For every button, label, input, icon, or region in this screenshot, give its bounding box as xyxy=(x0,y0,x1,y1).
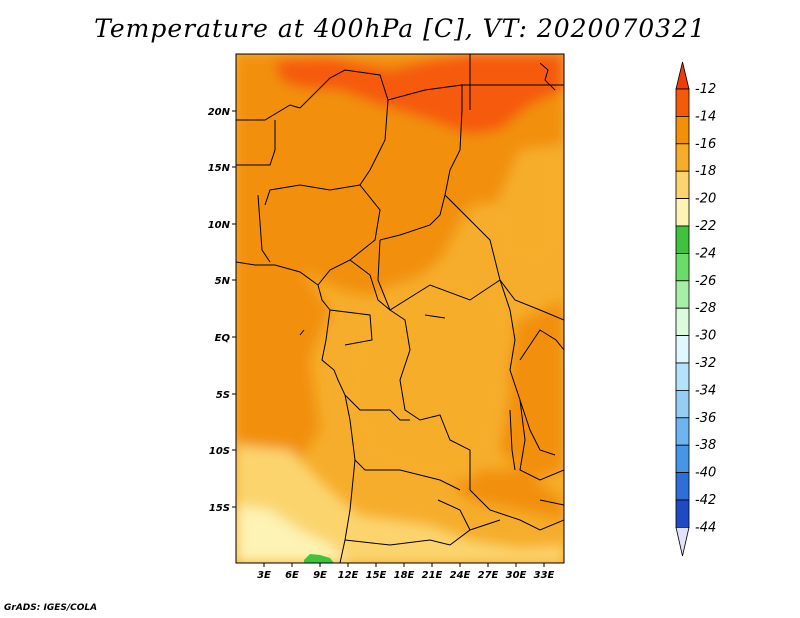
lon-axis xyxy=(263,563,545,567)
colorbar-label: -34 xyxy=(695,383,716,398)
colorbar-label: -44 xyxy=(695,520,716,535)
colorbar-label: -12 xyxy=(695,82,716,97)
lon-tick-label: 24E xyxy=(450,570,471,581)
colorbar-swatch xyxy=(675,116,690,145)
colorbar-label: -32 xyxy=(695,356,716,371)
lon-tick-label: 9E xyxy=(313,570,327,581)
country-borders xyxy=(236,54,564,563)
lon-tick-label: 12E xyxy=(338,570,359,581)
colorbar-label: -16 xyxy=(695,137,716,152)
lon-tick-label: 33E xyxy=(534,570,555,581)
lon-tick-label: 27E xyxy=(478,570,499,581)
lon-tick-label: 18E xyxy=(394,570,415,581)
lat-axis xyxy=(232,110,236,508)
lat-tick-label: 15N xyxy=(208,163,231,174)
colorbar-label: -18 xyxy=(695,164,716,179)
colorbar-swatch xyxy=(675,280,690,309)
lon-tick-label: 30E xyxy=(506,570,527,581)
lon-tick-label: 15E xyxy=(366,570,387,581)
colorbar-top-arrow xyxy=(675,61,690,90)
lon-tick-label: 6E xyxy=(285,570,299,581)
colorbar-swatch xyxy=(675,362,690,391)
colorbar-label: -26 xyxy=(695,274,716,289)
colorbar-labels: -12 -14 -16 -18 -20 -22 -24 -26 -28 -30 … xyxy=(695,82,716,535)
lon-tick-label: 21E xyxy=(422,570,443,581)
lat-tick-label: 20N xyxy=(208,107,231,118)
lon-tick-label: 3E xyxy=(257,570,271,581)
lat-tick-label: EQ xyxy=(215,333,231,344)
credit-text: GrADS: IGES/COLA xyxy=(4,603,98,613)
colorbar-swatch xyxy=(675,444,690,474)
colorbar-label: -20 xyxy=(695,192,716,207)
colorbar-swatch xyxy=(675,225,690,254)
colorbar-swatch xyxy=(675,389,690,419)
colorbar-label: -40 xyxy=(695,466,716,481)
colorbar-swatch xyxy=(675,88,690,117)
cold-spot xyxy=(304,554,334,563)
plot-frame xyxy=(235,53,565,564)
colorbar-label: -42 xyxy=(695,493,716,508)
lat-labels: 20N 15N 10N 5N EQ 5S 10S 15S xyxy=(208,107,231,514)
lat-tick-label: 5S xyxy=(216,390,230,401)
colorbar-swatch xyxy=(675,472,690,501)
colorbar-label: -24 xyxy=(695,246,716,261)
colorbar-swatch xyxy=(675,417,690,446)
temperature-field xyxy=(236,54,564,563)
colorbar-swatch xyxy=(675,499,690,528)
colorbar-bottom-arrow xyxy=(675,527,690,557)
lat-tick-label: 10S xyxy=(209,446,230,457)
colorbar-swatch xyxy=(675,252,690,282)
lon-labels: 3E 6E 9E 12E 15E 18E 21E 24E 27E 30E 33E xyxy=(257,570,554,581)
map-title: Temperature at 400hPa [C], VT: 202007032… xyxy=(94,14,706,43)
colorbar-swatch xyxy=(675,307,690,337)
colorbar-label: -22 xyxy=(695,219,716,234)
colorbar-label: -30 xyxy=(695,329,716,344)
colorbar-swatch xyxy=(675,143,690,172)
lat-tick-label: 5N xyxy=(215,276,231,287)
lat-tick-label: 15S xyxy=(209,503,230,514)
colorbar-swatch xyxy=(675,170,690,199)
colorbar-label: -36 xyxy=(695,411,716,426)
colorbar-label: -14 xyxy=(695,109,716,124)
colorbar-label: -38 xyxy=(695,438,716,453)
colorbar xyxy=(675,61,690,557)
lat-tick-label: 10N xyxy=(208,220,231,231)
colorbar-label: -28 xyxy=(695,301,716,316)
colorbar-swatch xyxy=(675,198,690,227)
colorbar-swatch xyxy=(675,335,690,364)
